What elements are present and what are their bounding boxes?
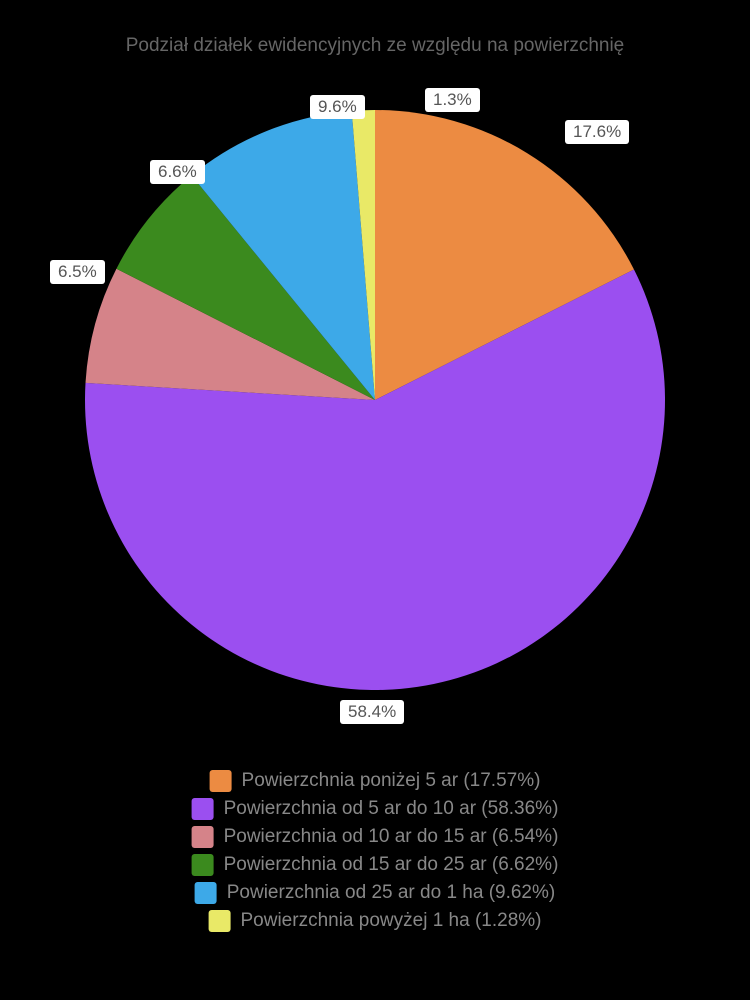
legend-swatch [210,770,232,792]
legend-item: Powierzchnia od 5 ar do 10 ar (58.36%) [192,798,559,820]
slice-label: 17.6% [565,120,629,144]
legend-label: Powierzchnia od 10 ar do 15 ar (6.54%) [224,826,559,848]
legend-label: Powierzchnia poniżej 5 ar (17.57%) [242,770,541,792]
legend: Powierzchnia poniżej 5 ar (17.57%) Powier… [192,770,559,932]
legend-label: Powierzchnia od 15 ar do 25 ar (6.62%) [224,854,559,876]
legend-item: Powierzchnia od 25 ar do 1 ha (9.62%) [195,882,555,904]
legend-label: Powierzchnia od 5 ar do 10 ar (58.36%) [224,798,559,820]
legend-item: Powierzchnia od 10 ar do 15 ar (6.54%) [192,826,559,848]
legend-swatch [209,910,231,932]
legend-item: Powierzchnia poniżej 5 ar (17.57%) [210,770,541,792]
slice-label: 6.5% [50,260,105,284]
pie-svg [75,100,675,700]
legend-item: Powierzchnia od 15 ar do 25 ar (6.62%) [192,854,559,876]
legend-swatch [192,826,214,848]
slice-label: 58.4% [340,700,404,724]
slice-label: 9.6% [310,95,365,119]
legend-label: Powierzchnia od 25 ar do 1 ha (9.62%) [227,882,555,904]
legend-label: Powierzchnia powyżej 1 ha (1.28%) [241,910,542,932]
slice-label: 6.6% [150,160,205,184]
legend-item: Powierzchnia powyżej 1 ha (1.28%) [209,910,542,932]
pie-chart: 17.6%58.4%6.5%6.6%9.6%1.3% [75,100,675,700]
slice-label: 1.3% [425,88,480,112]
legend-swatch [192,854,214,876]
chart-container: Podział działek ewidencyjnych ze względu… [0,0,750,1000]
chart-title: Podział działek ewidencyjnych ze względu… [0,35,750,57]
legend-swatch [192,798,214,820]
legend-swatch [195,882,217,904]
